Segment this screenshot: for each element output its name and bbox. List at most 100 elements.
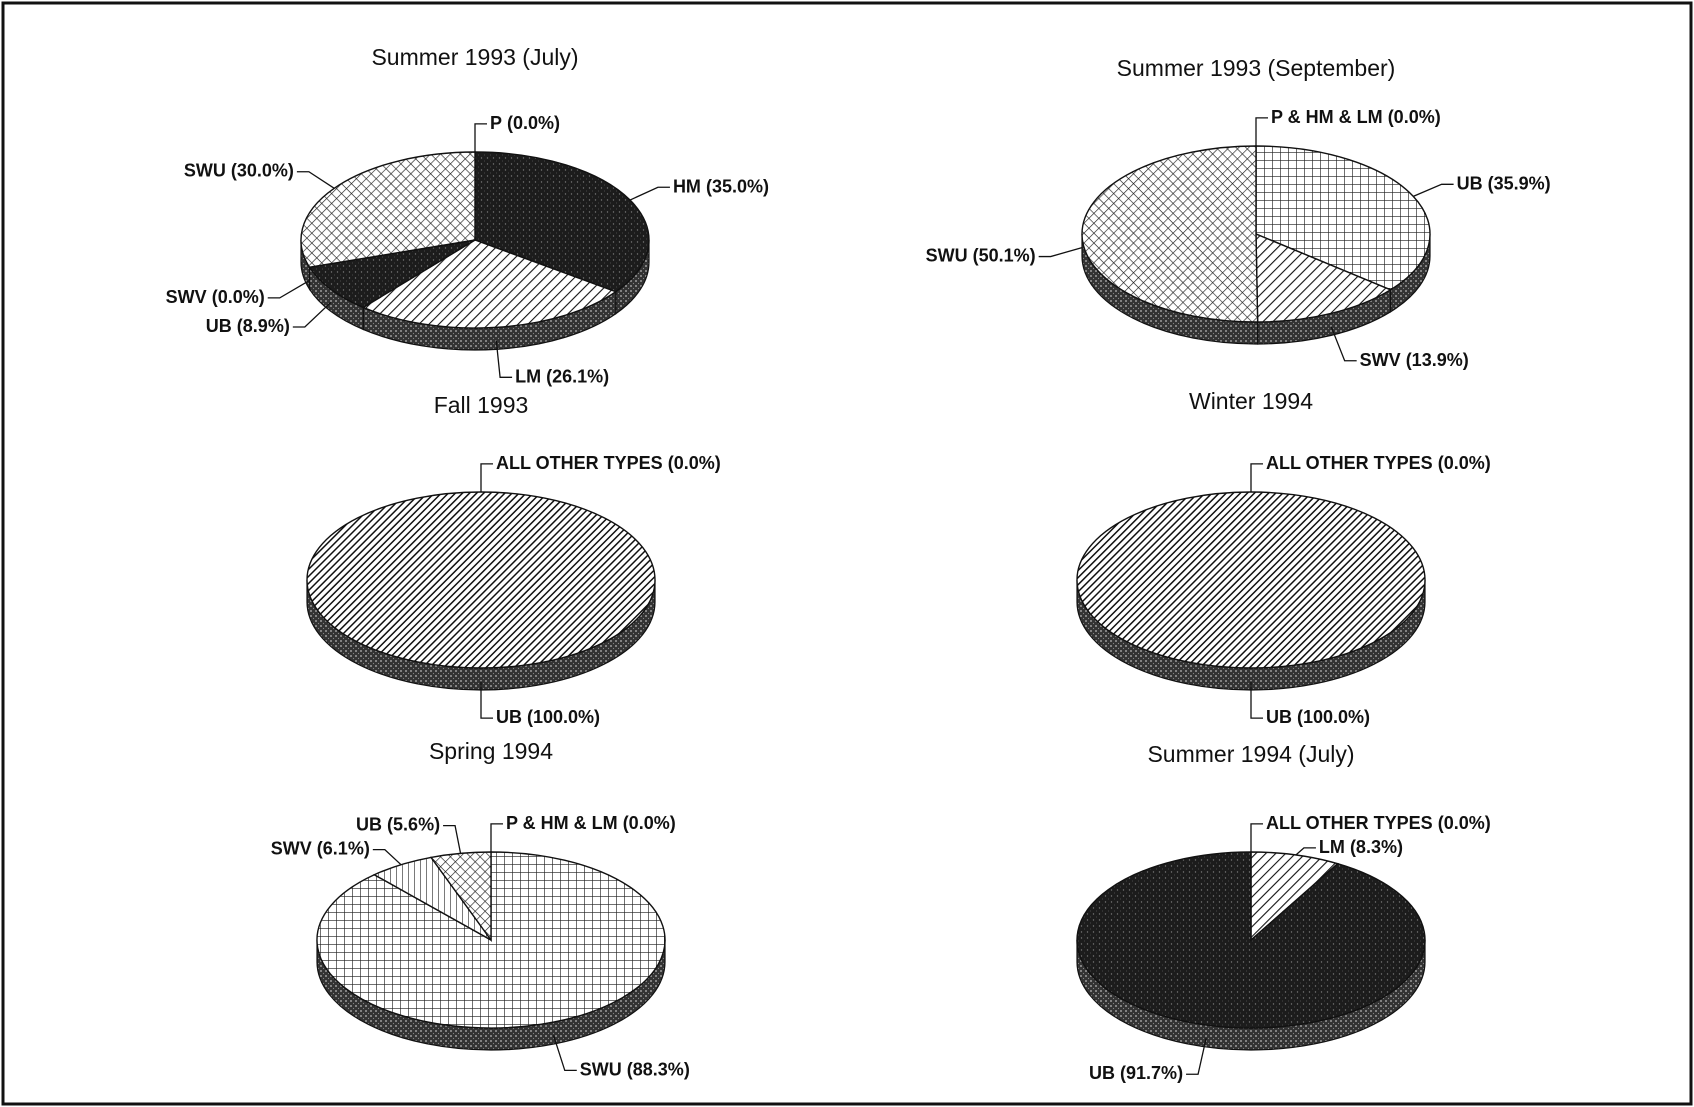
slice-value-label: (30.0%) [231,160,294,180]
slice-label: P & HM & LM (0.0%) [506,813,676,833]
slice-label: UB (100.0%) [496,707,600,727]
slice-value-label: (26.1%) [546,366,609,386]
pie-slice [300,151,476,268]
pie-slice [361,239,618,329]
slice-category: LM [1319,837,1345,857]
slice-value-label: (13.9%) [1406,350,1469,370]
leader-line [292,301,332,328]
slice-label: SWU (88.3%) [580,1059,690,1079]
slice-value-label: (0.0%) [623,813,676,833]
chart-title: Summer 1994 (July) [1147,741,1354,767]
pie-slice [308,239,476,309]
slice-value-label: (0.0%) [1438,453,1491,473]
slice-category: SWU [580,1059,622,1079]
slice-value-label: (0.0%) [668,453,721,473]
leader-line [1250,463,1263,492]
slice-label: SWV (0.0%) [166,287,265,307]
slice-value-label: (0.0%) [507,113,560,133]
pie-slice [474,151,650,293]
pie-slice [1076,851,1426,1029]
slice-category: LM [515,366,541,386]
slice-category: SWU [926,245,968,265]
leader-line [474,123,487,152]
slice-label: LM (26.1%) [515,366,609,386]
leader-line [296,171,335,189]
pie-sides [1081,233,1431,345]
slice-category: P [490,113,502,133]
pie-slice [306,491,656,669]
slice-category: UB [1266,707,1292,727]
slice-label: ALL OTHER TYPES (0.0%) [1266,813,1491,833]
pie-slice [1250,851,1340,942]
slice-label: UB (8.9%) [206,316,290,336]
slice-value-label: (50.1%) [973,245,1036,265]
leader-line [1038,246,1083,258]
leader-line [1255,117,1268,146]
slice-value-label: (0.0%) [1438,813,1491,833]
chart-title: Summer 1993 (July) [371,44,578,70]
slice-category: SWV [1360,350,1401,370]
leader-line [267,279,310,299]
slice-value-label: (6.1%) [317,838,370,858]
pie-slice [1255,145,1431,291]
slice-label: ALL OTHER TYPES (0.0%) [1266,453,1491,473]
slice-value-label: (0.0%) [1388,107,1441,127]
slice-category: P & HM & LM [1271,107,1383,127]
leader-line [443,824,462,854]
slice-category: P & HM & LM [506,813,618,833]
slice-label: UB (35.9%) [1457,173,1551,193]
slice-category: ALL OTHER TYPES [1266,813,1433,833]
slice-label: LM (8.3%) [1319,837,1403,857]
chart-title: Summer 1993 (September) [1117,55,1396,81]
slice-category: UB [1457,173,1483,193]
slice-label: SWV (13.9%) [1360,350,1469,370]
slice-value-label: (100.0%) [1297,707,1370,727]
slice-label: UB (91.7%) [1089,1063,1183,1083]
slice-label: UB (100.0%) [1266,707,1370,727]
leader-line [490,823,503,852]
slice-category: UB [1089,1063,1115,1083]
slice-value-label: (100.0%) [527,707,600,727]
leader-line [372,848,402,866]
slice-value-label: (35.9%) [1488,173,1551,193]
leader-line [1250,681,1263,719]
leader-line [1330,326,1357,362]
leader-line [629,186,670,201]
slice-label: ALL OTHER TYPES (0.0%) [496,453,721,473]
slice-category: HM [673,176,701,196]
slice-value-label: (5.6%) [387,814,440,834]
slice-value-label: (88.3%) [627,1059,690,1079]
leader-line [495,340,513,378]
leader-line [1295,847,1316,856]
slice-category: SWV [271,838,312,858]
slice-value-label: (91.7%) [1120,1063,1183,1083]
leader-line [552,1035,577,1072]
slice-label: HM (35.0%) [673,176,769,196]
slice-label: SWV (6.1%) [271,838,370,858]
leader-line [1186,1038,1207,1075]
slice-label: SWU (30.0%) [184,160,294,180]
leader-line [480,681,493,719]
slice-category: SWU [184,160,226,180]
slice-label: UB (5.6%) [356,814,440,834]
slice-label: P (0.0%) [490,113,560,133]
slice-category: UB [206,316,232,336]
slice-category: UB [356,814,382,834]
slice-label: SWU (50.1%) [926,245,1036,265]
leader-line [480,463,493,492]
slice-category: ALL OTHER TYPES [496,453,663,473]
chart-title: Spring 1994 [429,738,553,764]
pie-slice [1076,491,1426,669]
slice-category: ALL OTHER TYPES [1266,453,1433,473]
slice-value-label: (8.3%) [1350,837,1403,857]
pie-slice [1255,232,1393,323]
slice-value-label: (35.0%) [706,176,769,196]
chart-title: Fall 1993 [434,392,529,418]
slice-category: UB [496,707,522,727]
leader-line [1250,823,1263,852]
slice-label: P & HM & LM (0.0%) [1271,107,1441,127]
pie-slice [1081,145,1259,323]
leader-line [1413,183,1454,197]
